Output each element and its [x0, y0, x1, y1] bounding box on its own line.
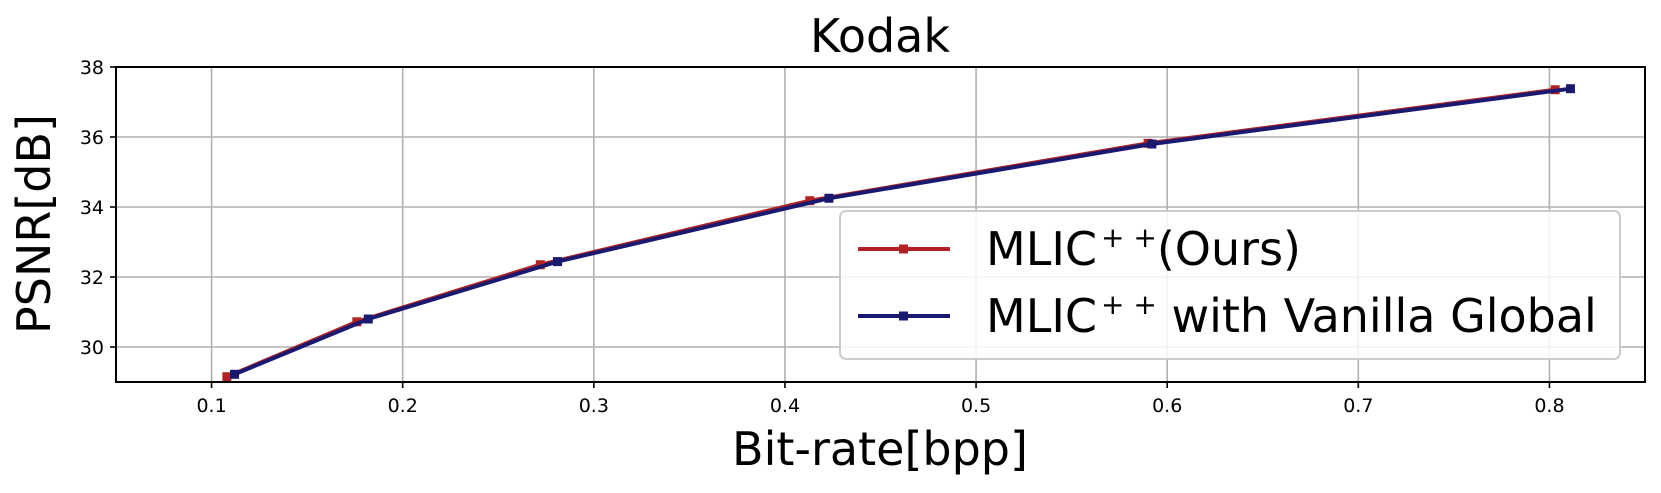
x-tick-label: 0.4 — [770, 395, 800, 417]
data-point — [1565, 84, 1575, 94]
data-point — [805, 196, 815, 206]
chart-title: Kodak — [810, 9, 950, 63]
y-tick-label: 32 — [80, 267, 104, 289]
data-point — [222, 372, 232, 382]
data-point — [363, 314, 373, 324]
plot-frame — [115, 66, 1646, 383]
data-point — [1147, 139, 1157, 149]
series-line-2 — [233, 86, 1571, 377]
legend-box — [839, 210, 1621, 360]
data-point — [229, 369, 239, 379]
x-tick-label: 0.3 — [579, 395, 609, 417]
data-point — [552, 257, 562, 267]
data-point — [824, 193, 834, 203]
ticks: 0.1 0.2 0.3 0.4 0.5 0.6 0.7 0.8 30 32 34 36 38 — [80, 57, 1565, 417]
x-tick-label: 0.7 — [1343, 395, 1373, 417]
legend-swatch-marker — [899, 244, 908, 254]
legend-swatch-marker — [899, 311, 908, 321]
x-tick-label: 0.5 — [961, 395, 991, 417]
x-tick-label: 0.6 — [1152, 395, 1182, 417]
legend: MLIC + +(Ours) MLIC + + with Vanilla Global — [839, 210, 1621, 360]
y-tick-label: 34 — [80, 197, 104, 219]
x-axis-title: Bit-rate[bpp] — [732, 422, 1028, 476]
y-axis-title: PSNR[dB] — [7, 114, 61, 334]
legend-label: MLIC + +(Ours) — [986, 221, 1301, 276]
x-tick-label: 0.8 — [1534, 395, 1564, 417]
legend-label: MLIC + + with Vanilla Global — [986, 288, 1597, 343]
y-tick-label: 38 — [80, 57, 104, 79]
x-tick-label: 0.1 — [196, 395, 226, 417]
y-tick-label: 36 — [80, 127, 104, 149]
y-tick-label: 30 — [80, 337, 104, 359]
series-layer — [222, 84, 1575, 382]
x-tick-label: 0.2 — [388, 395, 418, 417]
